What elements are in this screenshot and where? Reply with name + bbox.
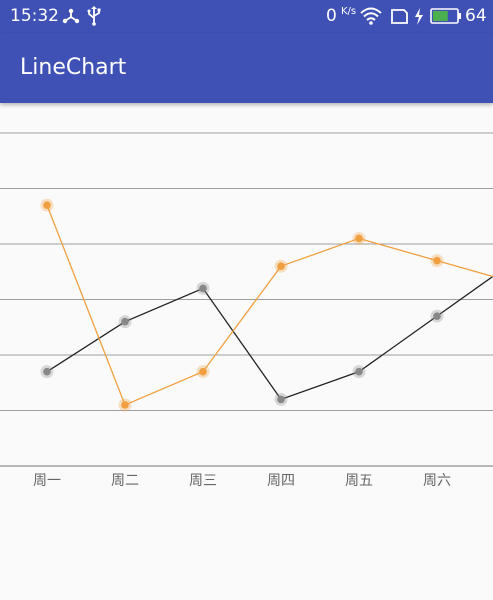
x-tick-label: 周一 [33, 473, 61, 489]
usb-connection-icon [62, 8, 80, 24]
data-point [277, 262, 285, 270]
app-bar: LineChart [0, 33, 493, 103]
data-point [199, 367, 207, 376]
data-point [355, 367, 363, 376]
data-point [43, 367, 51, 376]
status-time: 15:32 [10, 6, 59, 26]
x-tick-label: 周五 [345, 473, 373, 489]
data-point [199, 284, 207, 293]
wifi-icon [360, 7, 382, 25]
charging-bolt-icon [415, 8, 423, 25]
sim-card-icon [391, 9, 408, 24]
status-bar: 15:32 0 K/s 64 [0, 0, 493, 33]
data-point [277, 395, 285, 404]
x-tick-label: 周三 [189, 473, 217, 489]
x-tick-label: 周四 [267, 473, 295, 489]
data-point [433, 312, 441, 320]
x-tick-label: 周六 [423, 473, 451, 489]
battery-icon [430, 8, 461, 24]
data-point [43, 201, 51, 209]
data-point [121, 401, 129, 409]
page-title: LineChart [20, 55, 127, 80]
x-tick-label: 周二 [111, 473, 139, 489]
battery-level: 64 [465, 6, 487, 26]
data-point [121, 317, 129, 326]
usb-debug-icon [87, 6, 101, 26]
network-speed-value: 0 [326, 6, 337, 26]
battery-fill [433, 11, 448, 21]
data-point [355, 234, 363, 243]
network-speed-unit: K/s [341, 6, 357, 17]
data-point [433, 256, 441, 265]
line-chart: 周一 周二 周三 周四 周五 周六 [0, 132, 493, 489]
series-line [46, 204, 493, 406]
